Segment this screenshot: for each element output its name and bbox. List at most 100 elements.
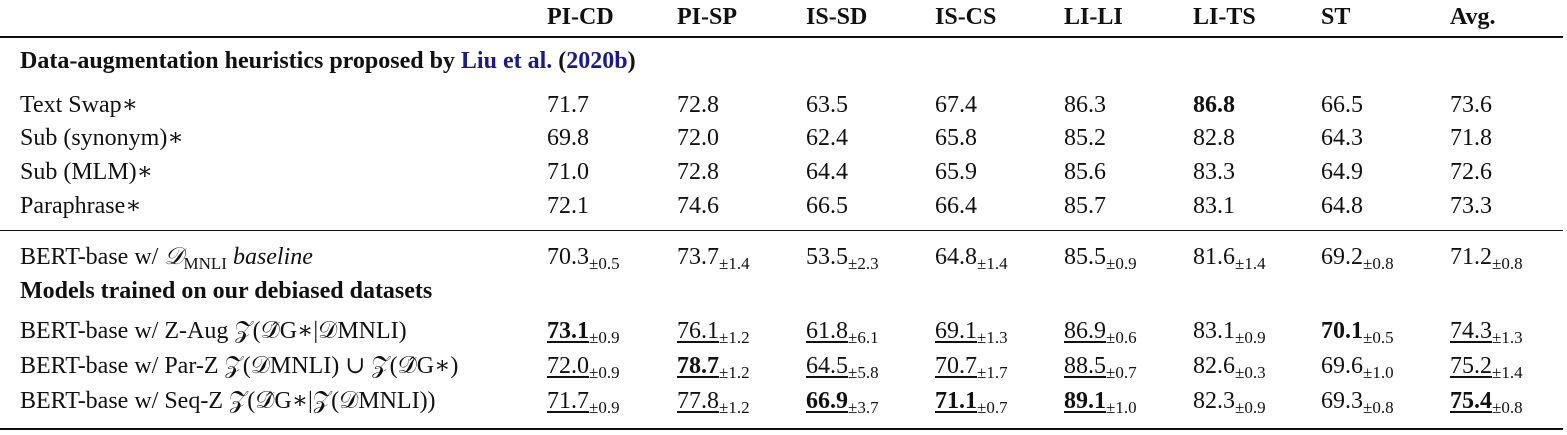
cell-value: 73.7	[677, 244, 719, 270]
table-cell: 71.8	[1450, 125, 1492, 151]
table-cell: 62.4	[806, 125, 848, 151]
cell-std: ±0.9	[1235, 398, 1266, 417]
cell-value: 69.6	[1321, 353, 1363, 379]
cell-value: 71.2	[1450, 244, 1492, 270]
cell-value: 70.7	[935, 353, 977, 379]
table-cell: 72.0	[677, 125, 719, 151]
table-cell: 64.9	[1321, 159, 1363, 185]
table-cell: 64.8±1.4	[935, 240, 1008, 281]
row-label: Paraphrase∗	[20, 193, 142, 219]
section-title: Models trained on our debiased datasets	[20, 278, 433, 304]
table-cell: 73.3	[1450, 193, 1492, 219]
citation-year-link[interactable]: 2020b	[566, 48, 628, 74]
table-cell: 66.4	[935, 193, 977, 219]
section-title-row: Models trained on our debiased datasets	[0, 274, 1567, 308]
row-label: Text Swap∗	[20, 92, 138, 118]
table-cell: 86.8	[1193, 92, 1235, 118]
row-label: BERT-base w/ Par-Z 𝒵(𝒟MNLI) ∪ 𝒵(𝒟̂G∗)	[20, 353, 459, 379]
column-header: LI-TS	[1193, 4, 1256, 30]
table-cell: 85.6	[1064, 159, 1106, 185]
cell-std: ±3.7	[848, 398, 879, 417]
table-cell: 74.6	[677, 193, 719, 219]
middle-rule	[0, 230, 1563, 231]
cell-std: ±0.8	[1492, 398, 1523, 417]
table-cell: 85.5±0.9	[1064, 240, 1137, 281]
cell-std: ±0.9	[589, 398, 620, 417]
cell-std: ±0.6	[1106, 328, 1137, 347]
table-cell: 76.1±1.2	[677, 314, 750, 355]
cell-value: 69.3	[1321, 388, 1363, 414]
table-row: Text Swap∗ 71.7 72.8 63.5 67.4 86.3 86.8 66.5 73…	[0, 88, 1567, 122]
table-cell: 69.2±0.8	[1321, 240, 1394, 281]
cell-value: 70.1	[1321, 318, 1363, 344]
table-cell: 81.6±1.4	[1193, 240, 1266, 281]
cell-value: 88.5	[1064, 353, 1106, 379]
table-cell: 71.2±0.8	[1450, 240, 1523, 281]
row-label: BERT-base w/ 𝒟MNLI baseline	[20, 244, 313, 273]
table-cell: 82.6±0.3	[1193, 349, 1266, 390]
table-cell: 65.8	[935, 125, 977, 151]
table-cell: 71.7	[547, 92, 589, 118]
table-cell: 89.1±1.0	[1064, 384, 1137, 425]
table-cell: 71.0	[547, 159, 589, 185]
table-cell: 73.1±0.9	[547, 314, 620, 355]
cell-value: 69.1	[935, 318, 977, 344]
cell-value: 76.1	[677, 318, 719, 344]
cell-value: 64.8	[935, 244, 977, 270]
table-cell: 64.3	[1321, 125, 1363, 151]
table-cell: 73.7±1.4	[677, 240, 750, 281]
table-cell: 72.8	[677, 159, 719, 185]
table-cell: 83.3	[1193, 159, 1235, 185]
cell-value: 72.0	[547, 353, 589, 379]
cell-std: ±1.4	[1492, 363, 1523, 382]
cell-std: ±0.9	[1106, 254, 1137, 273]
table-cell: 83.1±0.9	[1193, 314, 1266, 355]
cell-value: 77.8	[677, 388, 719, 414]
table-cell: 86.9±0.6	[1064, 314, 1137, 355]
table-cell: 83.1	[1193, 193, 1235, 219]
table-cell: 66.5	[806, 193, 848, 219]
table-cell: 53.5±2.3	[806, 240, 879, 281]
citation-link[interactable]: Liu et al.	[460, 48, 553, 74]
cell-value: 85.5	[1064, 244, 1106, 270]
cell-std: ±0.3	[1235, 363, 1266, 382]
table-cell: 85.7	[1064, 193, 1106, 219]
column-header: Avg.	[1450, 4, 1496, 30]
row-label: Sub (MLM)∗	[20, 159, 153, 185]
cell-value: 82.6	[1193, 353, 1235, 379]
baseline-row: BERT-base w/ 𝒟MNLI baseline 70.3±0.5 73.7…	[0, 240, 1567, 274]
table-cell: 73.6	[1450, 92, 1492, 118]
table-cell: 64.4	[806, 159, 848, 185]
table-cell: 71.1±0.7	[935, 384, 1008, 425]
cell-std: ±0.9	[589, 328, 620, 347]
top-rule	[0, 36, 1563, 38]
cell-value: 73.1	[547, 318, 589, 344]
row-label: Sub (synonym)∗	[20, 125, 184, 151]
section-title: Data-augmentation heuristics proposed by…	[20, 48, 636, 74]
column-header: IS-SD	[806, 4, 868, 30]
column-header: PI-SP	[677, 4, 737, 30]
column-header: PI-CD	[547, 4, 614, 30]
table-cell: 66.5	[1321, 92, 1363, 118]
cell-value: 71.1	[935, 388, 977, 414]
table-cell: 72.0±0.9	[547, 349, 620, 390]
table-cell: 63.5	[806, 92, 848, 118]
cell-std: ±0.9	[1235, 328, 1266, 347]
table-cell: 69.6±1.0	[1321, 349, 1394, 390]
cell-value: 78.7	[677, 353, 719, 379]
cell-std: ±6.1	[848, 328, 879, 347]
cell-std: ±1.3	[1492, 328, 1523, 347]
table-cell: 64.8	[1321, 193, 1363, 219]
cell-value: 81.6	[1193, 244, 1235, 270]
row-label: BERT-base w/ Z-Aug 𝒵(𝒟̂G∗|𝒟MNLI)	[20, 318, 407, 344]
table-row: Paraphrase∗ 72.1 74.6 66.5 66.4 85.7 83.1 64.8 7…	[0, 189, 1567, 223]
table-cell: 78.7±1.2	[677, 349, 750, 390]
table-cell: 69.1±1.3	[935, 314, 1008, 355]
table-cell: 72.6	[1450, 159, 1492, 185]
cell-std: ±0.5	[1363, 328, 1394, 347]
cell-std: ±0.7	[1106, 363, 1137, 382]
cell-std: ±1.2	[719, 398, 750, 417]
table-cell: 82.3±0.9	[1193, 384, 1266, 425]
cell-value: 86.9	[1064, 318, 1106, 344]
table-cell: 72.8	[677, 92, 719, 118]
